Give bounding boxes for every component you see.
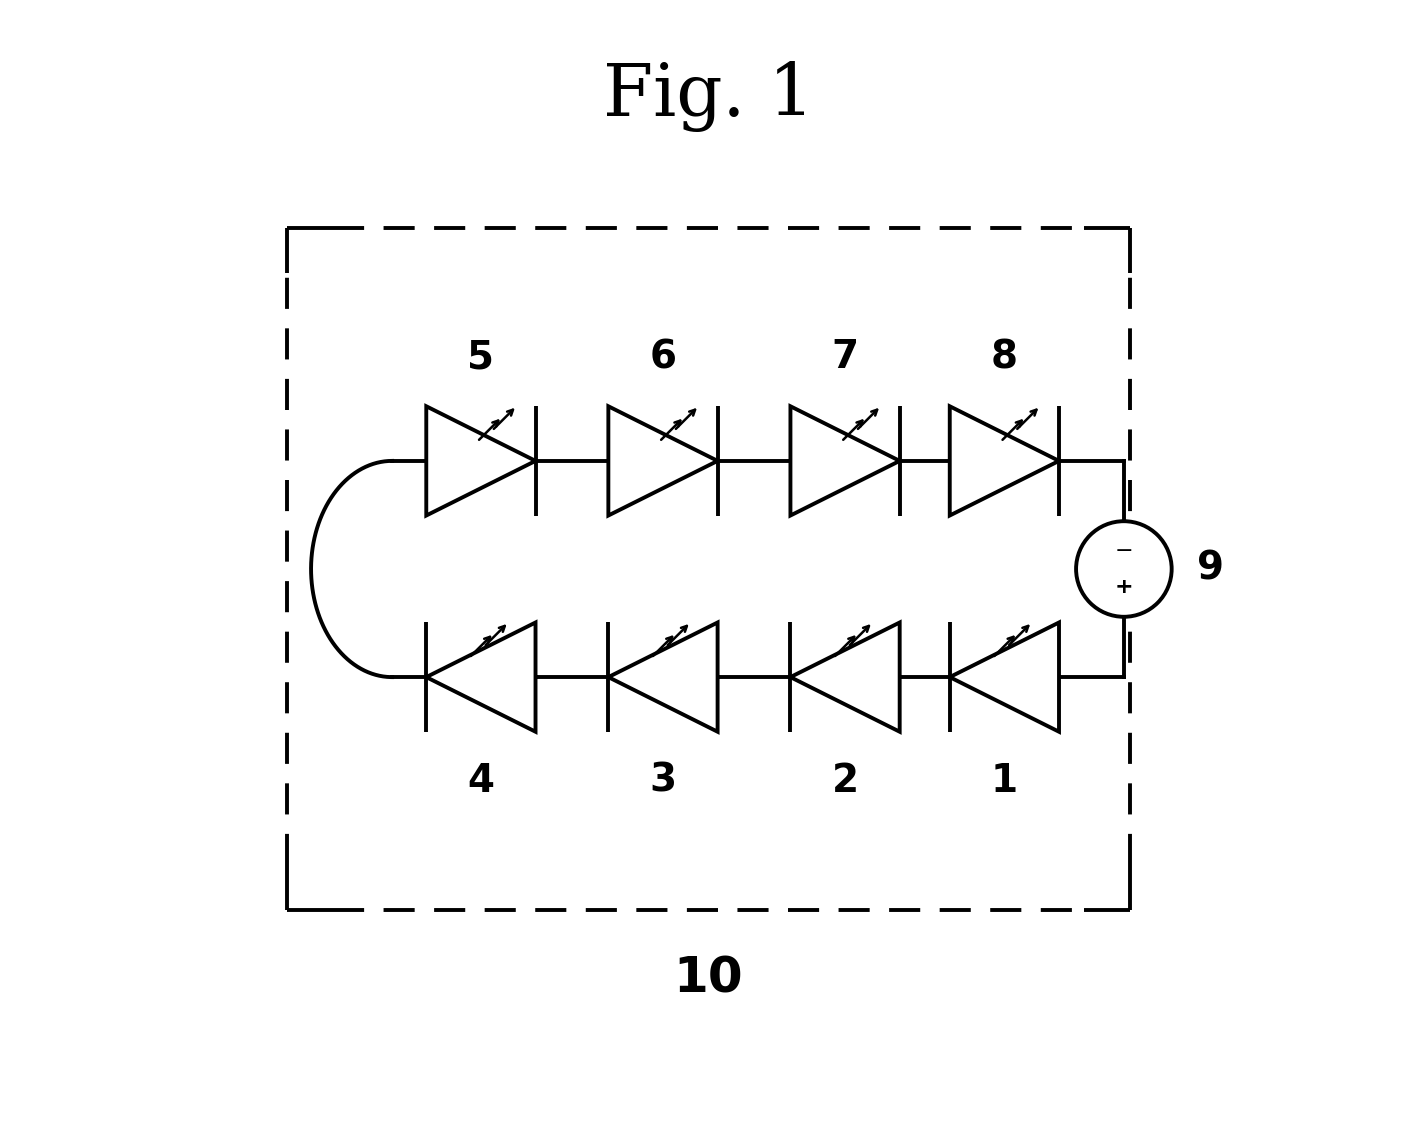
Text: 2: 2 xyxy=(832,762,859,800)
Text: 10: 10 xyxy=(673,955,744,1003)
Text: +: + xyxy=(1115,577,1134,597)
Text: 3: 3 xyxy=(649,762,676,800)
Polygon shape xyxy=(791,406,900,516)
Text: 5: 5 xyxy=(468,338,495,376)
Polygon shape xyxy=(608,622,717,732)
Polygon shape xyxy=(427,406,536,516)
Polygon shape xyxy=(949,406,1058,516)
Polygon shape xyxy=(949,622,1058,732)
Polygon shape xyxy=(608,406,717,516)
Text: 9: 9 xyxy=(1197,550,1224,588)
Polygon shape xyxy=(427,622,536,732)
Text: 8: 8 xyxy=(990,338,1017,376)
Text: −: − xyxy=(1115,541,1134,561)
Text: 4: 4 xyxy=(468,762,495,800)
Text: 6: 6 xyxy=(649,338,676,376)
Text: 1: 1 xyxy=(990,762,1017,800)
Circle shape xyxy=(1076,521,1172,617)
Text: 7: 7 xyxy=(832,338,859,376)
Text: Fig. 1: Fig. 1 xyxy=(602,61,815,132)
Polygon shape xyxy=(791,622,900,732)
